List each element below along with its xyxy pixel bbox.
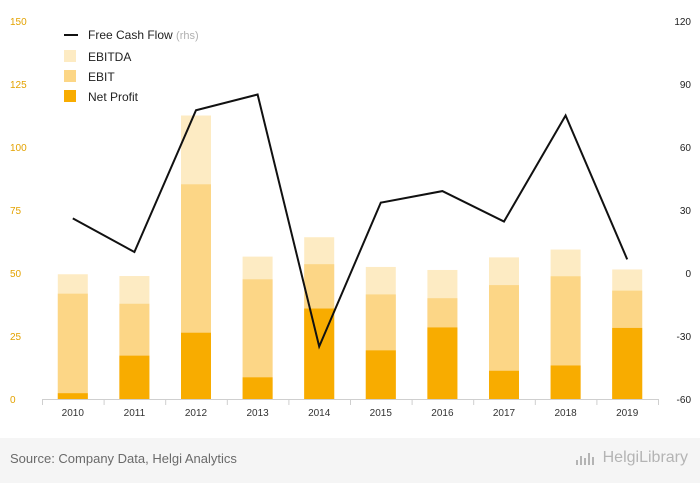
y-right-tick-label: -60 [677, 395, 692, 406]
y-left-tick-label: 25 [10, 332, 22, 343]
y-right-tick-label: 120 [674, 17, 691, 28]
y-left-tick-label: 50 [10, 269, 22, 280]
bar-net-profit-2012 [181, 332, 211, 399]
x-tick-label-2016: 2016 [431, 408, 454, 419]
x-tick-label-2014: 2014 [308, 408, 331, 419]
y-left-tick-label: 150 [10, 17, 27, 28]
legend-swatch-ebit [64, 70, 76, 82]
y-left-tick-label: 75 [10, 206, 22, 217]
brand-logo[interactable]: HelgiLibrary [575, 449, 688, 467]
y-left-tick-label: 100 [10, 143, 27, 154]
y-right-tick-label: 60 [680, 143, 692, 154]
legend-label-ebitda: EBITDA [88, 50, 131, 64]
legend-label-net-profit: Net Profit [88, 90, 139, 104]
y-right-tick-label: 30 [680, 206, 692, 217]
y-right-tick-label: 0 [685, 269, 691, 280]
x-tick-label-2015: 2015 [370, 408, 393, 419]
x-tick-label-2010: 2010 [62, 408, 85, 419]
line-free-cash-flow [72, 93, 629, 350]
x-tick-label-2012: 2012 [185, 408, 208, 419]
bar-net-profit-2010 [57, 393, 88, 399]
bar-ebit-2010 [57, 293, 88, 399]
library-icon [575, 453, 594, 465]
legend-swatch-ebitda [64, 50, 76, 62]
x-tick-label-2018: 2018 [554, 408, 577, 419]
y-left-tick-label: 125 [10, 80, 27, 91]
legend-swatch-net-profit [64, 90, 76, 102]
x-tick-label-2017: 2017 [493, 408, 516, 419]
bar-net-profit-2019 [612, 327, 643, 399]
x-tick-label-2013: 2013 [246, 408, 269, 419]
x-tick-label-2011: 2011 [124, 408, 146, 419]
bar-net-profit-2011 [119, 355, 150, 399]
legend-label-free-cash-flow: Free Cash Flow (rhs) [88, 28, 199, 42]
bar-net-profit-2017 [489, 370, 519, 399]
y-right-tick-label: -30 [677, 332, 692, 343]
source-note: Source: Company Data, Helgi Analytics [10, 451, 237, 466]
brand-name: HelgiLibrary [602, 449, 688, 466]
y-left-tick-label: 0 [10, 395, 16, 406]
footer: Source: Company Data, Helgi Analytics He… [0, 438, 700, 483]
x-tick-label-2019: 2019 [616, 408, 639, 419]
y-right-tick-label: 90 [680, 80, 692, 91]
bar-net-profit-2016 [427, 327, 458, 399]
bar-net-profit-2015 [365, 350, 396, 399]
bar-net-profit-2018 [550, 365, 581, 399]
legend-label-rhs: (rhs) [176, 30, 199, 42]
combo-chart: 2010 2011 2012 2013 2014 2015 2016 2017 2018 2019… [10, 17, 692, 419]
bar-net-profit-2013 [242, 377, 273, 399]
legend-label-ebit: EBIT [88, 70, 115, 84]
